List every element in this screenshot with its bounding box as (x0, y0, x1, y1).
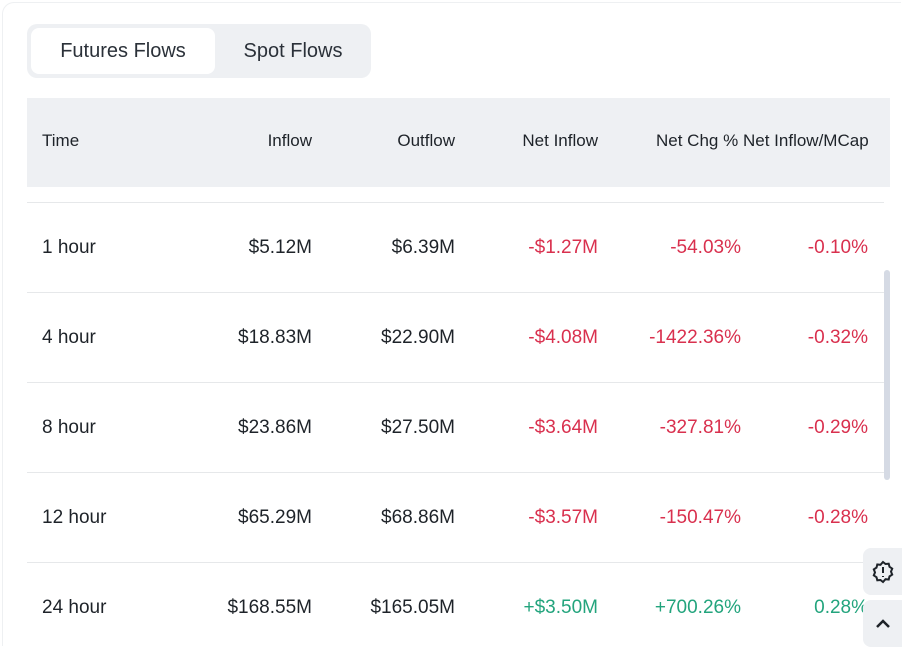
feedback-button[interactable] (863, 548, 902, 595)
scroll-to-top-button[interactable] (863, 600, 902, 647)
cell-mcap: -0.32% (807, 327, 868, 348)
col-net-chg: Net Chg % (656, 131, 739, 150)
table-row: 8 hour $23.86M $27.50M -$3.64M -327.81% -0.29… (27, 382, 884, 473)
table-row: 1 hour $5.12M $6.39M -$1.27M -54.03% -0.10% (27, 202, 884, 293)
cell-chg: -1422.36% (649, 327, 741, 348)
cell-time: 24 hour (42, 597, 107, 618)
cell-inflow: $23.86M (238, 417, 312, 438)
cell-inflow: $5.12M (248, 237, 312, 258)
cell-mcap: -0.29% (807, 417, 868, 438)
cell-time: 12 hour (42, 507, 107, 528)
col-inflow: Inflow (267, 131, 312, 150)
cell-mcap: 0.28% (814, 597, 868, 618)
cell-inflow: $18.83M (238, 327, 312, 348)
cell-mcap: -0.10% (807, 237, 868, 258)
flow-type-tabs: Futures Flows Spot Flows (27, 24, 371, 78)
cell-inflow: $168.55M (227, 597, 312, 618)
cell-time: 8 hour (42, 417, 96, 438)
cell-net: -$4.08M (528, 327, 598, 348)
cell-net: -$3.64M (528, 417, 598, 438)
cell-outflow: $165.05M (370, 597, 455, 618)
col-outflow: Outflow (397, 131, 455, 150)
cell-inflow: $65.29M (238, 507, 312, 528)
table-row: 12 hour $65.29M $68.86M -$3.57M -150.47% -0.2… (27, 472, 884, 563)
table-header: Time Inflow Outflow Net Inflow Net Chg %… (27, 98, 890, 187)
tab-futures-flows[interactable]: Futures Flows (31, 28, 215, 74)
cell-time: 4 hour (42, 327, 96, 348)
table-row: 4 hour $18.83M $22.90M -$4.08M -1422.36% -0.3… (27, 292, 884, 383)
table-row: 24 hour $168.55M $165.05M +$3.50M +700.26% 0.… (27, 562, 884, 653)
cell-time: 1 hour (42, 237, 96, 258)
cell-outflow: $22.90M (381, 327, 455, 348)
cell-outflow: $68.86M (381, 507, 455, 528)
tab-spot-flows[interactable]: Spot Flows (243, 40, 343, 62)
col-net-inflow-mcap: Net Inflow/MCap (743, 131, 869, 150)
cell-net: -$3.57M (528, 507, 598, 528)
cell-net: -$1.27M (528, 237, 598, 258)
col-time: Time (42, 131, 80, 150)
cell-net: +$3.50M (523, 597, 598, 618)
chevron-up-icon (875, 618, 890, 628)
scrollbar[interactable] (884, 270, 890, 480)
cell-mcap: -0.28% (807, 507, 868, 528)
cell-chg: -327.81% (659, 417, 741, 438)
cell-outflow: $6.39M (391, 237, 455, 258)
col-net-inflow: Net Inflow (522, 131, 598, 150)
cell-chg: -54.03% (670, 237, 741, 258)
cell-chg: +700.26% (654, 597, 741, 618)
cell-chg: -150.47% (659, 507, 741, 528)
cell-outflow: $27.50M (381, 417, 455, 438)
alert-badge-icon (872, 560, 893, 583)
